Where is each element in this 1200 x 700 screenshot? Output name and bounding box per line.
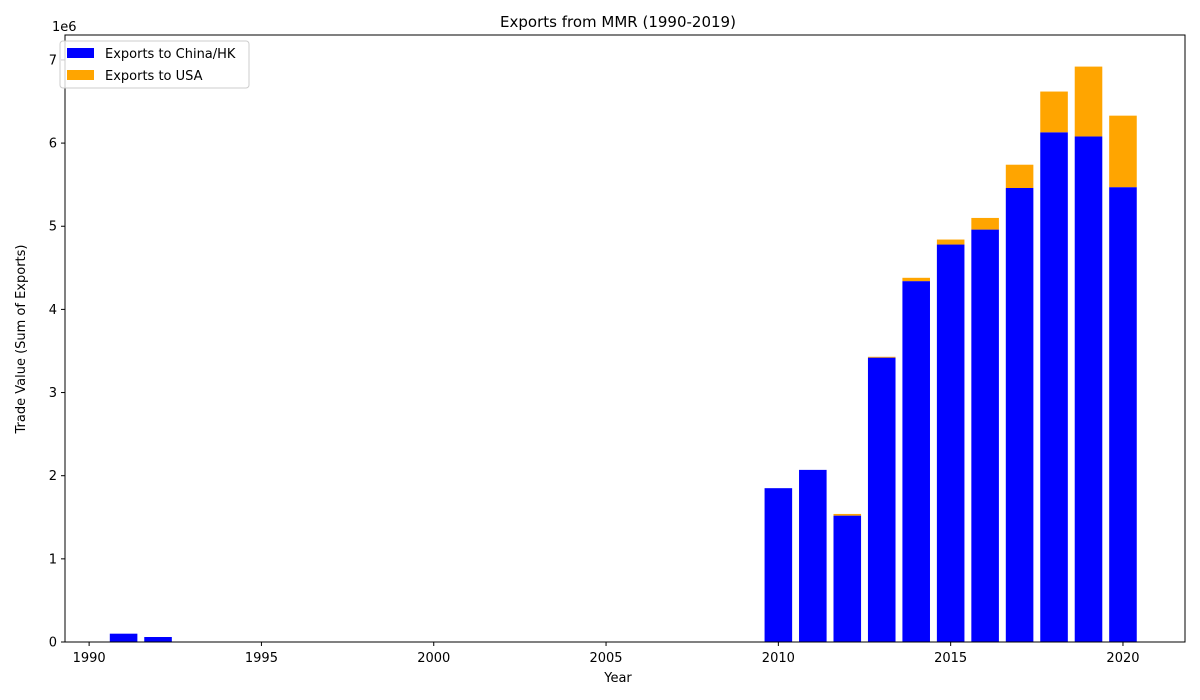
y-tick-label-2: 2 (49, 469, 57, 484)
bar-china-hk-1991 (109, 633, 138, 642)
bar-usa-2020 (1109, 115, 1137, 188)
bar-china-hk-2018 (1040, 132, 1068, 642)
y-axis-label: Trade Value (Sum of Exports) (14, 245, 29, 435)
bar-china-hk-2020 (1109, 187, 1137, 642)
legend-label-usa: Exports to USA (105, 69, 203, 84)
y-tick-label-0: 0 (49, 636, 57, 651)
y-tick-label-7: 7 (49, 53, 57, 68)
bar-china-hk-2014 (902, 281, 930, 642)
y-tick-label-3: 3 (49, 386, 57, 401)
x-tick-label-1990: 1990 (73, 651, 106, 666)
bar-usa-2015 (936, 239, 965, 245)
bar-usa-2018 (1040, 91, 1068, 133)
legend: Exports to China/HK Exports to USA (59, 40, 250, 89)
bar-china-hk-2010 (764, 488, 793, 642)
x-tick-label-2005: 2005 (589, 651, 622, 666)
x-tick-label-2015: 2015 (934, 651, 967, 666)
x-tick-label-1995: 1995 (245, 651, 278, 666)
y-tick-label-4: 4 (49, 303, 57, 318)
y-tick-label-5: 5 (49, 220, 57, 235)
y-offset-label: 1e6 (52, 20, 77, 35)
bar-usa-2019 (1074, 66, 1103, 137)
legend-label-china-hk: Exports to China/HK (105, 47, 236, 62)
y-axis-ticks: 0 1 2 3 4 5 6 7 (49, 53, 65, 651)
x-tick-label-2000: 2000 (417, 651, 450, 666)
y-tick-label-6: 6 (49, 137, 57, 152)
bar-usa-2013 (867, 356, 896, 358)
bar-usa-2014 (902, 277, 930, 282)
bar-china-hk-2012 (833, 515, 862, 642)
bar-china-hk-2011 (799, 469, 827, 642)
x-axis-ticks: 1990 1995 2000 2005 2010 2015 2020 (73, 642, 1140, 666)
x-tick-label-2020: 2020 (1106, 651, 1139, 666)
x-axis-label: Year (603, 671, 632, 686)
legend-box (59, 40, 250, 89)
y-tick-label-1: 1 (49, 552, 57, 567)
bar-china-hk-2019 (1074, 136, 1103, 642)
bar-china-hk-2015 (936, 244, 965, 642)
bar-china-hk-2017 (1005, 187, 1034, 642)
x-tick-label-2010: 2010 (762, 651, 795, 666)
bar-china-hk-2016 (971, 229, 999, 642)
bar-usa-2012 (833, 513, 862, 516)
bar-china-hk-2013 (867, 357, 896, 642)
chart-title: Exports from MMR (1990-2019) (500, 13, 736, 31)
bar-usa-2016 (971, 217, 999, 230)
legend-swatch-china-hk (67, 48, 94, 58)
plot-frame (64, 34, 1186, 643)
bar-usa-2017 (1005, 164, 1034, 188)
bars-group (109, 66, 1137, 642)
bar-china-hk-1992 (144, 637, 172, 642)
legend-swatch-usa (67, 70, 94, 80)
